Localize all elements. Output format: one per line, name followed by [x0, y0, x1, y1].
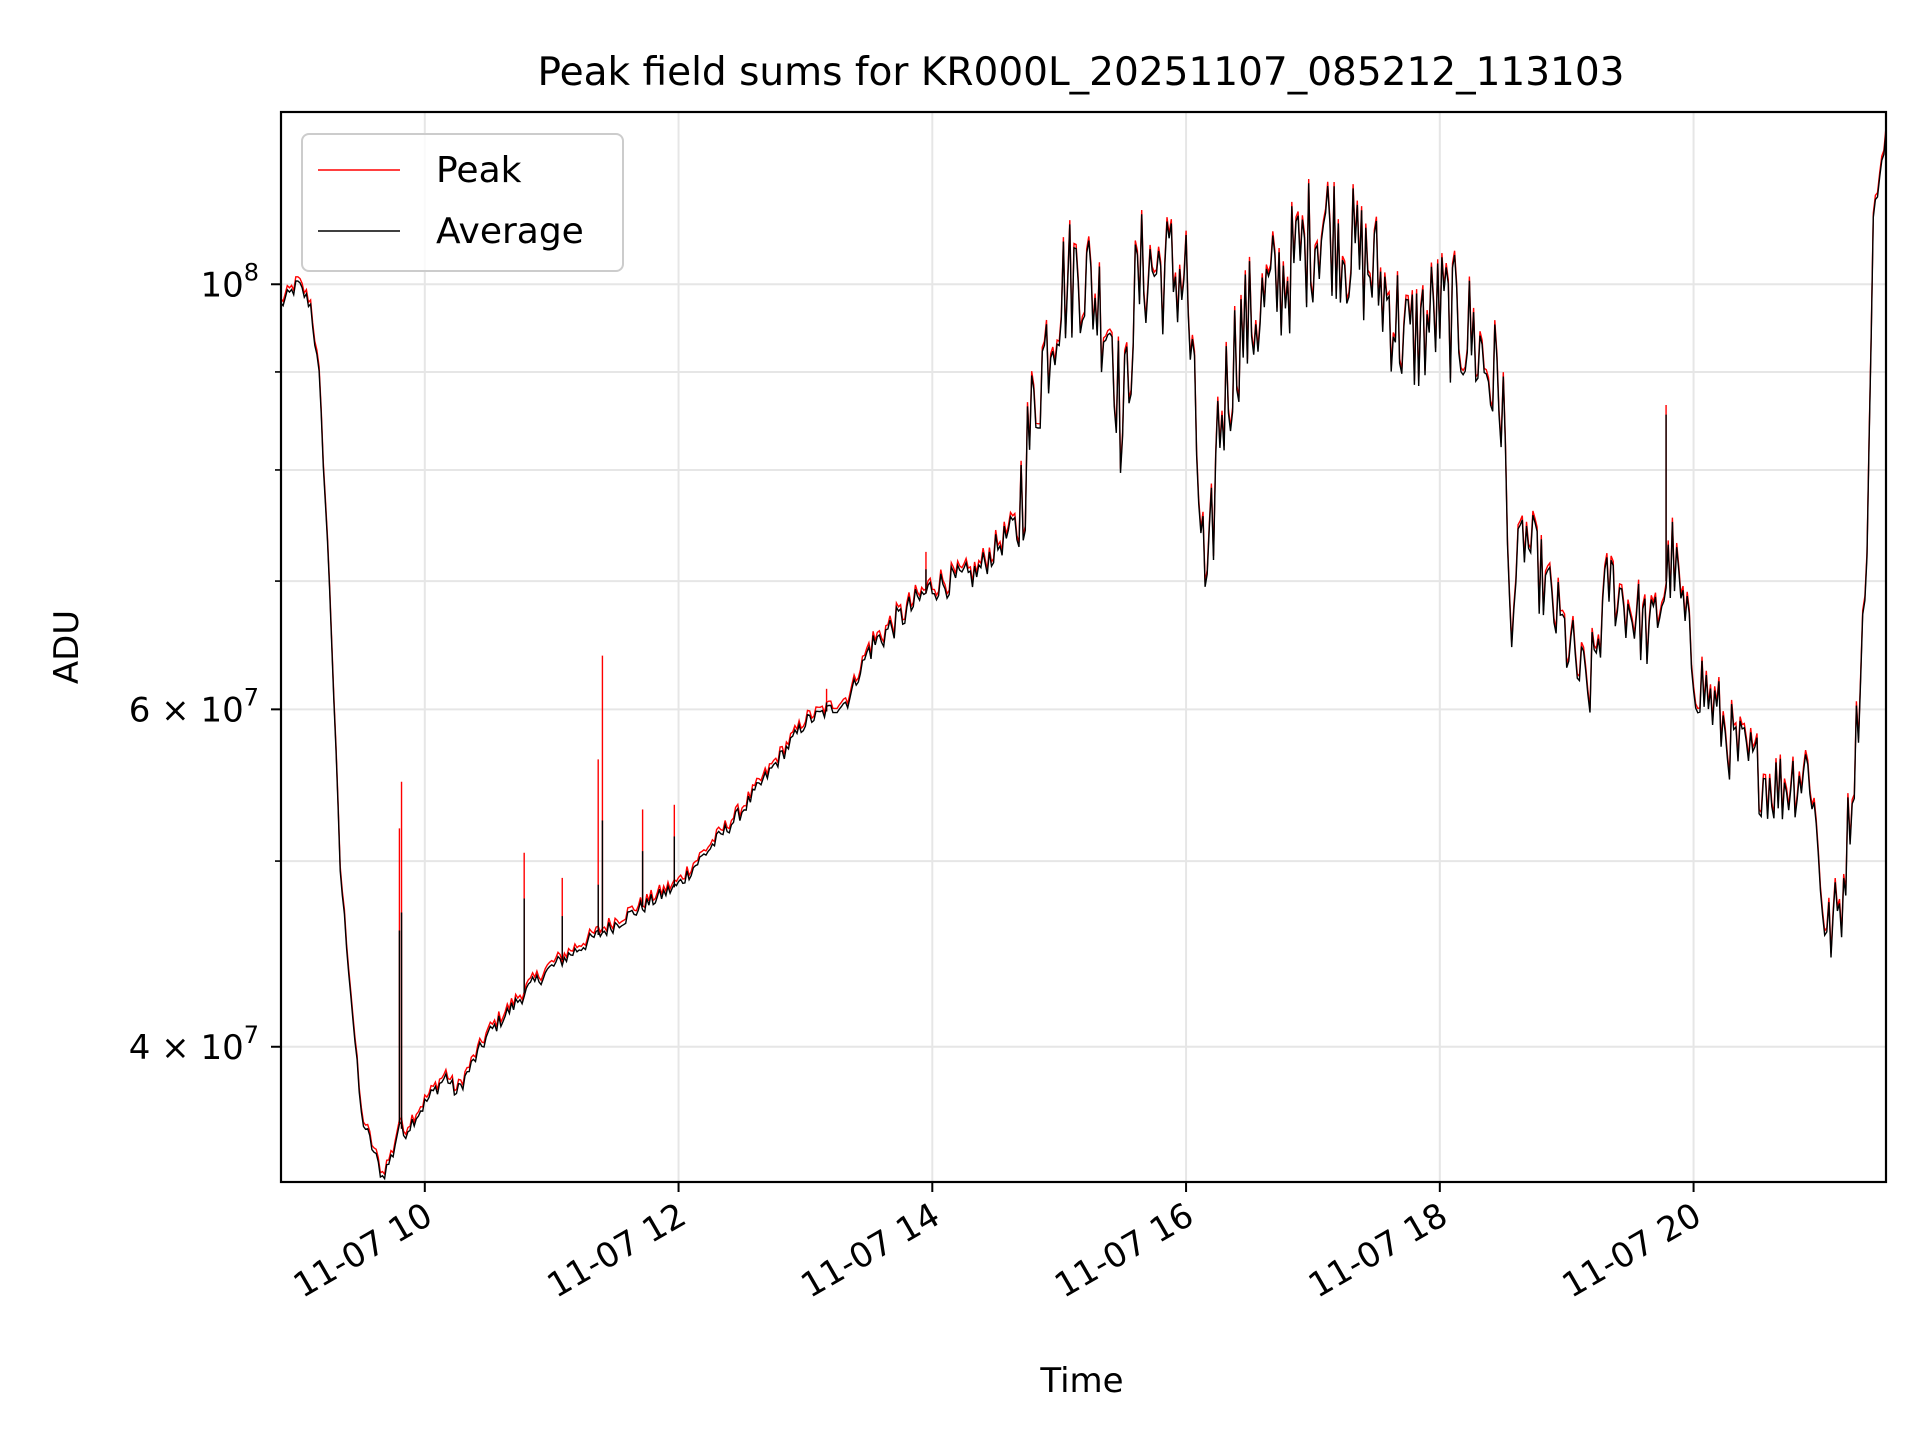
- y-tick-label: 108: [200, 258, 259, 305]
- axes-frame: [279, 110, 1888, 1184]
- legend: Peak Average: [301, 133, 624, 272]
- plot-area: [279, 110, 1888, 1184]
- legend-box: [301, 133, 624, 272]
- x-axis-label: Time: [1039, 1361, 1123, 1401]
- y-tick-label: 6 × 107: [129, 683, 259, 730]
- legend-peak-label: Peak: [436, 150, 522, 191]
- legend-average-label: Average: [436, 211, 584, 252]
- series-line-average: [281, 131, 1886, 1181]
- y-axis-label: ADU: [47, 610, 87, 684]
- chart-title: Peak field sums for KR000L_20251107_0852…: [538, 50, 1625, 95]
- y-axis: 108 6 × 107 4 × 107: [129, 258, 281, 1068]
- series-layer: [281, 126, 1886, 1181]
- grid: [281, 112, 1886, 1182]
- plot-background: [281, 112, 1886, 1182]
- y-tick-label: 4 × 107: [129, 1021, 259, 1068]
